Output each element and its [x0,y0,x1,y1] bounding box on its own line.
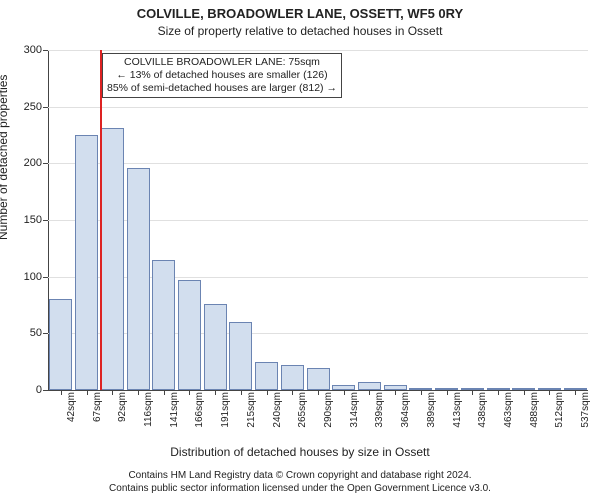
x-tick-mark [369,390,370,395]
x-tick-label: 215sqm [246,392,257,447]
histogram-bar [178,280,201,390]
x-tick-mark [215,390,216,395]
histogram-bar [152,260,175,390]
x-tick-mark [267,390,268,395]
annotation-line-3: 85% of semi-detached houses are larger (… [107,82,337,95]
x-tick-mark [292,390,293,395]
y-tick-label: 100 [12,271,42,283]
x-tick-label: 463sqm [503,392,514,447]
y-tick-label: 250 [12,101,42,113]
x-tick-mark [498,390,499,395]
reference-line [100,50,102,390]
source-line-1: Contains HM Land Registry data © Crown c… [5,470,595,481]
x-tick-label: 240sqm [272,392,283,447]
y-tick-mark [43,163,48,164]
x-tick-mark [575,390,576,395]
grid-line [48,50,588,51]
plot-area: 05010015020025030042sqm67sqm92sqm116sqm1… [48,50,588,390]
y-tick-label: 300 [12,44,42,56]
histogram-bar [75,135,98,390]
x-tick-label: 389sqm [426,392,437,447]
source-line-2: Contains public sector information licen… [5,483,595,494]
x-tick-label: 116sqm [143,392,154,447]
x-tick-mark [318,390,319,395]
x-tick-mark [549,390,550,395]
grid-line [48,163,588,164]
x-tick-label: 67sqm [92,392,103,447]
x-tick-mark [344,390,345,395]
x-tick-label: 413sqm [452,392,463,447]
x-tick-label: 314sqm [349,392,360,447]
histogram-bar [358,382,381,390]
y-tick-mark [43,277,48,278]
x-tick-label: 92sqm [117,392,128,447]
histogram-bar [229,322,252,390]
x-tick-label: 265sqm [297,392,308,447]
y-tick-mark [43,333,48,334]
x-tick-mark [421,390,422,395]
x-tick-label: 191sqm [220,392,231,447]
x-tick-mark [87,390,88,395]
x-tick-mark [447,390,448,395]
x-tick-label: 339sqm [374,392,385,447]
x-tick-mark [189,390,190,395]
histogram-bar [255,362,278,390]
x-tick-label: 512sqm [554,392,565,447]
x-tick-mark [164,390,165,395]
x-tick-label: 166sqm [194,392,205,447]
x-tick-label: 141sqm [169,392,180,447]
x-tick-mark [138,390,139,395]
x-tick-mark [112,390,113,395]
y-axis-label: Number of detached properties [0,75,10,240]
x-axis-label: Distribution of detached houses by size … [0,445,600,459]
x-tick-label: 537sqm [580,392,591,447]
x-tick-label: 488sqm [529,392,540,447]
y-tick-label: 150 [12,214,42,226]
histogram-bar [101,128,124,390]
grid-line [48,107,588,108]
chart-subtitle: Size of property relative to detached ho… [0,24,600,38]
x-tick-label: 290sqm [323,392,334,447]
annotation-line-1: COLVILLE BROADOWLER LANE: 75sqm [107,56,337,69]
y-tick-mark [43,50,48,51]
histogram-bar [307,368,330,390]
y-tick-mark [43,390,48,391]
annotation-line-2: ← 13% of detached houses are smaller (12… [107,69,337,82]
annotation-box: COLVILLE BROADOWLER LANE: 75sqm← 13% of … [102,53,342,98]
x-tick-label: 438sqm [477,392,488,447]
histogram-bar [281,365,304,390]
histogram-bar [127,168,150,390]
x-tick-label: 364sqm [400,392,411,447]
y-tick-label: 50 [12,327,42,339]
x-tick-mark [524,390,525,395]
x-tick-label: 42sqm [66,392,77,447]
histogram-bar [204,304,227,390]
chart-container: { "title": "COLVILLE, BROADOWLER LANE, O… [0,0,600,500]
y-tick-mark [43,107,48,108]
x-tick-mark [472,390,473,395]
histogram-bar [49,299,72,390]
x-tick-mark [61,390,62,395]
x-tick-mark [395,390,396,395]
x-tick-mark [241,390,242,395]
y-tick-mark [43,220,48,221]
y-tick-label: 200 [12,157,42,169]
chart-title: COLVILLE, BROADOWLER LANE, OSSETT, WF5 0… [0,6,600,21]
y-tick-label: 0 [12,384,42,396]
